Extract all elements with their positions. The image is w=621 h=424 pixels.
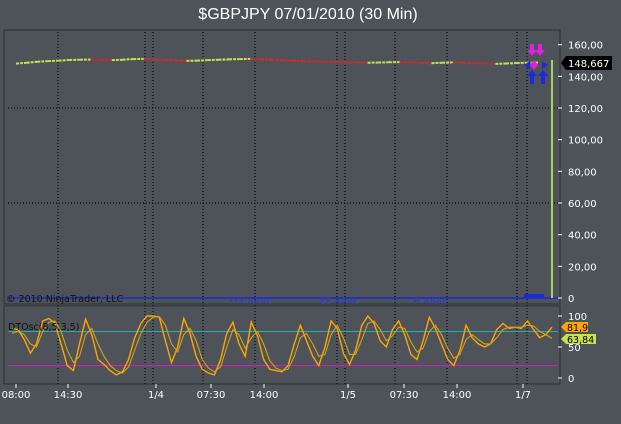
price-bar bbox=[122, 58, 134, 61]
price-y-tick-label: 60,00 bbox=[568, 199, 597, 210]
price-y-axis: 0 20,00 40,00 60,00 80,00 100,00 120,00 140,00 1… bbox=[558, 41, 603, 305]
osc-fast-line bbox=[11, 314, 553, 376]
x-tick-label: 1/4 bbox=[148, 390, 164, 401]
price-bar bbox=[58, 59, 70, 62]
x-tick-label: 1/7 bbox=[515, 390, 531, 401]
price-bar bbox=[26, 60, 38, 64]
chart-title: $GBPJPY 07/01/2010 (30 Min) bbox=[198, 6, 417, 23]
x-tick-label: 14:00 bbox=[250, 390, 279, 401]
sell-arrow-icon bbox=[527, 44, 545, 56]
volume-spike bbox=[524, 294, 544, 298]
session-marker-1: YYY AAAL bbox=[227, 297, 271, 307]
diamond-marker-icon bbox=[524, 60, 548, 70]
x-tick-label: 07:30 bbox=[390, 390, 419, 401]
price-bar bbox=[154, 58, 166, 62]
osc-fast-badge: 81,9 bbox=[561, 322, 588, 334]
indicator-y-tick-label: 0 bbox=[568, 374, 574, 385]
indicator-y-tick-label: 50 bbox=[568, 343, 581, 354]
price-y-tick-label: 20,00 bbox=[568, 262, 597, 273]
price-y-tick-label: 80,00 bbox=[568, 167, 597, 178]
x-tick-label: 14:30 bbox=[54, 390, 83, 401]
osc-slow-value: 63,84 bbox=[567, 335, 594, 346]
price-y-tick-label: 100,00 bbox=[568, 136, 603, 147]
x-tick-label: 07:30 bbox=[197, 390, 226, 401]
current-price-label: 148,667 bbox=[568, 59, 609, 70]
price-y-tick-label: 0 bbox=[568, 294, 574, 305]
osc-fast-value: 81,9 bbox=[567, 323, 588, 334]
x-tick-label: 08:00 bbox=[2, 390, 31, 401]
indicator-y-axis: 0 50 100 bbox=[558, 312, 587, 385]
x-tick-label: 14:00 bbox=[443, 390, 472, 401]
price-bar bbox=[15, 61, 27, 65]
price-y-tick-label: 140,00 bbox=[568, 72, 603, 83]
indicator-series bbox=[11, 314, 553, 376]
buy-arrow-icon bbox=[527, 70, 548, 84]
osc-slow-line bbox=[11, 316, 553, 374]
price-y-tick-label: 40,00 bbox=[568, 231, 597, 242]
time-axis: 08:00 14:30 1/4 07:30 14:00 1/5 07:30 14:00 1/7 bbox=[2, 384, 531, 401]
session-marker-2: EE AAAL bbox=[320, 297, 358, 307]
indicator-label: DTOsc(8,5,3,5) bbox=[8, 322, 79, 333]
price-panel-border bbox=[3, 29, 561, 305]
osc-slow-badge: 63,84 bbox=[561, 334, 596, 346]
copyright-text: © 2010 NinjaTrader, LLC bbox=[6, 294, 123, 305]
price-y-tick-label: 120,00 bbox=[568, 104, 603, 115]
indicator-panel-border bbox=[3, 305, 561, 385]
price-bar bbox=[37, 60, 49, 63]
price-y-tick-label: 160,00 bbox=[568, 41, 603, 52]
session-marker-3: R AAAL bbox=[414, 297, 447, 307]
price-series bbox=[15, 57, 539, 65]
current-price-badge: 148,667 bbox=[561, 56, 612, 70]
x-tick-label: 1/5 bbox=[340, 390, 356, 401]
indicator-y-tick-label: 100 bbox=[568, 312, 587, 323]
